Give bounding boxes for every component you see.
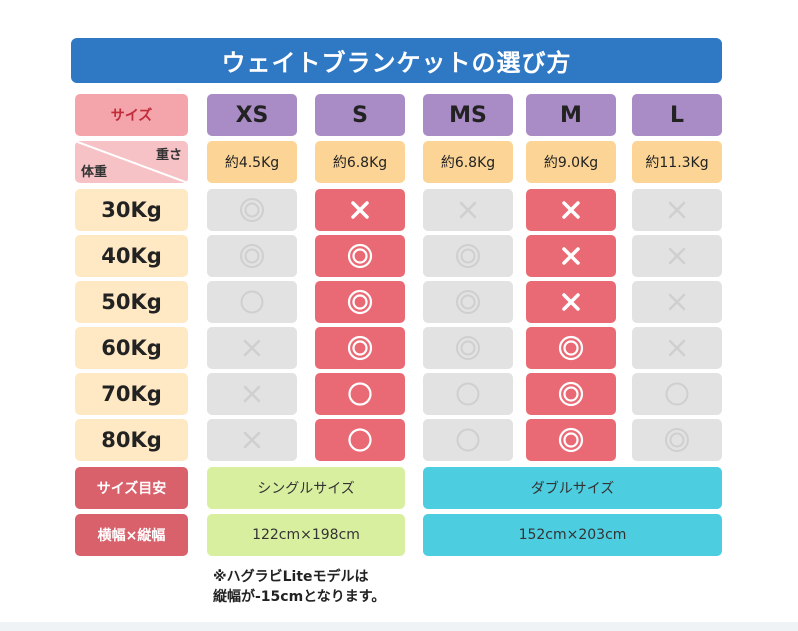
- circle-icon: [347, 381, 373, 407]
- size-guide-label: サイズ目安: [75, 467, 188, 509]
- double-circle-icon: [558, 427, 584, 453]
- row-label-60kg: 60Kg: [75, 327, 188, 369]
- size-header-m: M: [526, 94, 616, 136]
- grid-cell-ms-30kg: [423, 189, 513, 231]
- grid-cell-l-70kg: [632, 373, 722, 415]
- grid-cell-m-70kg: [526, 373, 616, 415]
- cross-icon: [241, 337, 263, 359]
- grid-cell-m-30kg: [526, 189, 616, 231]
- grid-cell-xs-70kg: [207, 373, 297, 415]
- grid-cell-s-80kg: [315, 419, 405, 461]
- grid-cell-ms-40kg: [423, 235, 513, 277]
- grid-cell-ms-50kg: [423, 281, 513, 323]
- circle-icon: [455, 381, 481, 407]
- cross-icon: [666, 291, 688, 313]
- grid-cell-s-70kg: [315, 373, 405, 415]
- grid-cell-s-40kg: [315, 235, 405, 277]
- double-size-dims: 152cm×203cm: [423, 514, 722, 556]
- cross-icon: [666, 199, 688, 221]
- grid-cell-l-80kg: [632, 419, 722, 461]
- size-header-s: S: [315, 94, 405, 136]
- double-circle-icon: [558, 335, 584, 361]
- weight-ms: 約6.8Kg: [423, 141, 513, 183]
- grid-cell-l-60kg: [632, 327, 722, 369]
- grid-cell-ms-80kg: [423, 419, 513, 461]
- grid-cell-xs-80kg: [207, 419, 297, 461]
- grid-cell-ms-70kg: [423, 373, 513, 415]
- diagonal-divider: [75, 141, 188, 183]
- cross-icon: [666, 337, 688, 359]
- note-line-1: ※ハグラビLiteモデルは: [213, 569, 369, 585]
- weight-l: 約11.3Kg: [632, 141, 722, 183]
- cross-icon: [241, 383, 263, 405]
- grid-cell-l-50kg: [632, 281, 722, 323]
- grid-cell-l-30kg: [632, 189, 722, 231]
- grid-cell-s-60kg: [315, 327, 405, 369]
- circle-icon: [347, 427, 373, 453]
- row-label-50kg: 50Kg: [75, 281, 188, 323]
- grid-cell-l-40kg: [632, 235, 722, 277]
- circle-icon: [239, 289, 265, 315]
- cross-icon: [457, 199, 479, 221]
- single-size-label: シングルサイズ: [207, 467, 405, 509]
- double-circle-icon: [239, 243, 265, 269]
- dimensions-label: 横幅×縦幅: [75, 514, 188, 556]
- grid-cell-s-50kg: [315, 281, 405, 323]
- double-circle-icon: [347, 289, 373, 315]
- cross-icon: [349, 199, 371, 221]
- size-header-ms: MS: [423, 94, 513, 136]
- lite-model-note: ※ハグラビLiteモデルは 縦幅が-15cmとなります。: [213, 567, 433, 607]
- single-size-dims: 122cm×198cm: [207, 514, 405, 556]
- circle-icon: [455, 427, 481, 453]
- corner-top-text: 重さ: [155, 148, 182, 163]
- row-label-70kg: 70Kg: [75, 373, 188, 415]
- page-title: ウェイトブランケットの選び方: [71, 38, 722, 83]
- grid-cell-ms-60kg: [423, 327, 513, 369]
- size-header-xs: XS: [207, 94, 297, 136]
- double-circle-icon: [455, 335, 481, 361]
- grid-cell-s-30kg: [315, 189, 405, 231]
- cross-icon: [666, 245, 688, 267]
- cross-icon: [560, 199, 582, 221]
- double-circle-icon: [558, 381, 584, 407]
- double-circle-icon: [239, 197, 265, 223]
- weight-m: 約9.0Kg: [526, 141, 616, 183]
- note-line-2: 縦幅が-15cmとなります。: [213, 589, 386, 605]
- grid-cell-xs-50kg: [207, 281, 297, 323]
- grid-cell-xs-40kg: [207, 235, 297, 277]
- circle-icon: [664, 381, 690, 407]
- grid-cell-m-60kg: [526, 327, 616, 369]
- double-circle-icon: [347, 335, 373, 361]
- cross-icon: [560, 291, 582, 313]
- row-label-30kg: 30Kg: [75, 189, 188, 231]
- row-label-80kg: 80Kg: [75, 419, 188, 461]
- row-label-40kg: 40Kg: [75, 235, 188, 277]
- weight-s: 約6.8Kg: [315, 141, 405, 183]
- size-header-l: L: [632, 94, 722, 136]
- grid-cell-m-50kg: [526, 281, 616, 323]
- cross-icon: [241, 429, 263, 451]
- double-circle-icon: [455, 289, 481, 315]
- double-circle-icon: [455, 243, 481, 269]
- size-label: サイズ: [75, 94, 188, 136]
- grid-cell-m-40kg: [526, 235, 616, 277]
- double-size-label: ダブルサイズ: [423, 467, 722, 509]
- weight-xs: 約4.5Kg: [207, 141, 297, 183]
- grid-cell-m-80kg: [526, 419, 616, 461]
- grid-cell-xs-30kg: [207, 189, 297, 231]
- weight-corner-label: 重さ 体重: [75, 141, 188, 183]
- cross-icon: [560, 245, 582, 267]
- corner-bottom-text: 体重: [81, 165, 108, 180]
- double-circle-icon: [347, 243, 373, 269]
- grid-cell-xs-60kg: [207, 327, 297, 369]
- double-circle-icon: [664, 427, 690, 453]
